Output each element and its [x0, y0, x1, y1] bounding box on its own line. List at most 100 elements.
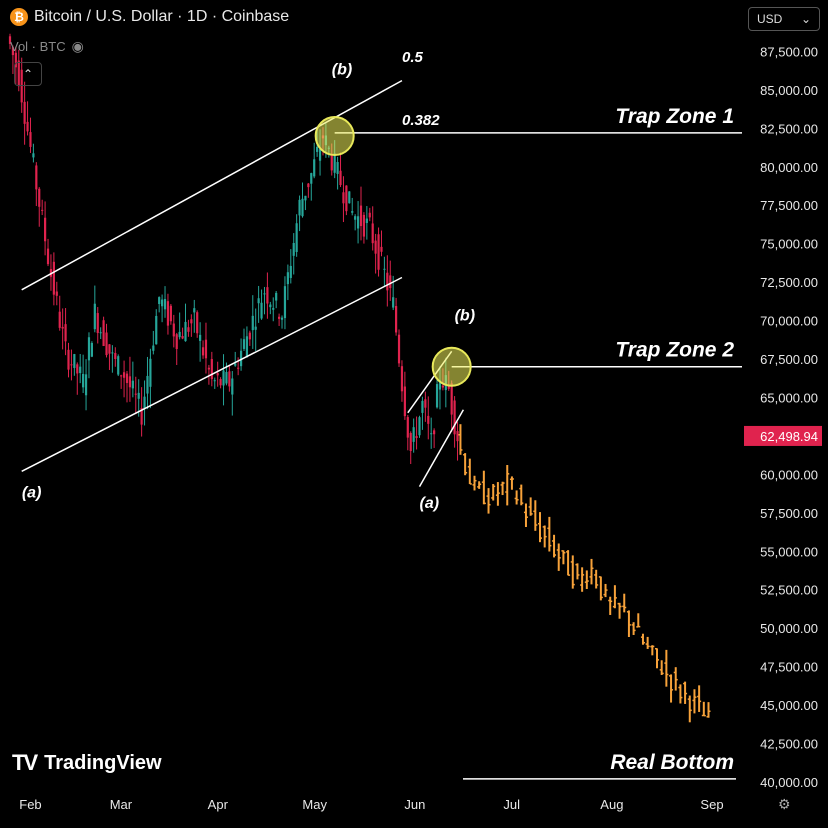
eye-icon[interactable]: ◉ — [71, 38, 84, 54]
time-tick-label: Jul — [503, 797, 520, 812]
candle-body — [330, 154, 333, 171]
candle-body — [93, 303, 96, 330]
candle-body — [392, 297, 395, 308]
candle-body — [14, 52, 17, 68]
price-axis[interactable]: 87,500.00 85,000.00 82,500.00 80,000.00 77,5… — [744, 44, 822, 790]
candle-body — [125, 373, 129, 383]
candle-body — [456, 431, 459, 442]
candle-body — [8, 36, 12, 44]
candle-body — [149, 358, 152, 387]
candle-body — [304, 195, 307, 201]
candle-body — [245, 336, 249, 358]
candle-body — [295, 223, 298, 252]
candle-body — [193, 308, 196, 313]
candle-body — [406, 417, 409, 438]
candle-body — [90, 342, 93, 357]
candle-body — [333, 153, 336, 173]
candle-body — [134, 393, 137, 395]
candle-body — [163, 299, 167, 310]
candle-body — [38, 188, 41, 207]
wave-label: (a) — [22, 484, 42, 501]
candle-body — [23, 101, 26, 124]
chevron-up-icon[interactable]: ⌃ — [14, 62, 42, 86]
candle-body — [450, 383, 453, 415]
candle-body — [187, 327, 190, 332]
candle-body — [301, 198, 304, 217]
candle-body — [108, 344, 111, 354]
bitcoin-icon: ₿ — [10, 8, 28, 26]
drawings-layer: Trap Zone 1 Trap Zone 2 Real Bottom (a) (b) (… — [21, 49, 742, 780]
candle-body — [286, 272, 289, 285]
candle-body — [266, 287, 269, 304]
candle-body — [128, 376, 132, 388]
candle-body — [73, 354, 76, 369]
candle-body — [351, 211, 354, 213]
candle-body — [79, 366, 82, 374]
candle-body — [348, 191, 351, 204]
candle-body — [365, 218, 368, 224]
fib-level-label: 0.382 — [402, 112, 440, 129]
candle-body — [371, 223, 374, 244]
candle-body — [152, 345, 155, 351]
symbol-header[interactable]: ₿ Bitcoin / U.S. Dollar · 1D · Coinbase — [10, 8, 289, 26]
candle-body — [64, 324, 67, 342]
candle-body — [199, 334, 202, 341]
price-tick-label: 85,000.00 — [760, 83, 818, 98]
time-tick-label: Jun — [404, 797, 425, 812]
candle-body — [438, 380, 442, 390]
candle-body — [441, 385, 444, 388]
wedge-lower-line — [418, 409, 465, 488]
candle-body — [213, 380, 216, 382]
candle-body — [96, 313, 99, 333]
time-axis[interactable]: Feb Mar Apr May Jun Jul Aug Sep — [19, 797, 723, 812]
candle-body — [418, 417, 421, 436]
volume-indicator[interactable]: Vol · BTC ◉ — [10, 38, 84, 55]
candle-body — [228, 371, 231, 387]
tradingview-brand: TradingView — [44, 751, 162, 774]
candle-body — [239, 350, 243, 367]
candle-body — [453, 400, 456, 435]
symbol-title: Bitcoin / U.S. Dollar · 1D · Coinbase — [34, 8, 290, 25]
currency-value: USD — [757, 12, 783, 26]
time-tick-label: Feb — [19, 797, 41, 812]
candle-body — [433, 430, 436, 435]
candle-body — [161, 299, 164, 307]
price-tick-label: 60,000.00 — [760, 467, 818, 482]
tradingview-logo: TV TradingView — [12, 750, 162, 776]
gear-icon[interactable]: ⚙ — [778, 796, 791, 812]
candle-body — [251, 315, 254, 331]
zone-label: Real Bottom — [610, 751, 734, 774]
candle-body — [117, 356, 120, 375]
time-tick-label: Aug — [600, 797, 623, 812]
candle-body — [421, 400, 424, 413]
candle-body — [166, 301, 170, 326]
candle-body — [201, 347, 205, 356]
candle-body — [354, 216, 357, 220]
currency-select[interactable]: USD ⌄ — [748, 7, 820, 31]
candle-body — [231, 378, 234, 395]
candle-body — [52, 261, 55, 295]
highlight-circle — [431, 346, 472, 387]
last-price-tag — [744, 425, 822, 446]
candle-body — [216, 373, 219, 376]
candle-body — [386, 272, 389, 291]
volume-label: Vol · BTC — [10, 39, 66, 54]
price-tick-label: 67,500.00 — [760, 352, 818, 367]
candle-body — [67, 349, 70, 370]
candle-body — [400, 366, 404, 392]
candle-body — [41, 209, 44, 211]
price-tick-label: 57,500.00 — [760, 506, 818, 521]
candle-body — [298, 199, 301, 216]
wave-label: (b) — [332, 61, 352, 78]
candle-body — [318, 148, 322, 161]
candle-body — [292, 242, 295, 256]
candle-body — [178, 331, 181, 338]
candle-body — [143, 396, 146, 409]
candle-body — [204, 339, 208, 359]
candle-body — [415, 436, 418, 439]
candle-body — [196, 312, 199, 334]
projection-layer — [458, 424, 711, 723]
candle-body — [76, 364, 79, 374]
candle-body — [272, 308, 275, 310]
